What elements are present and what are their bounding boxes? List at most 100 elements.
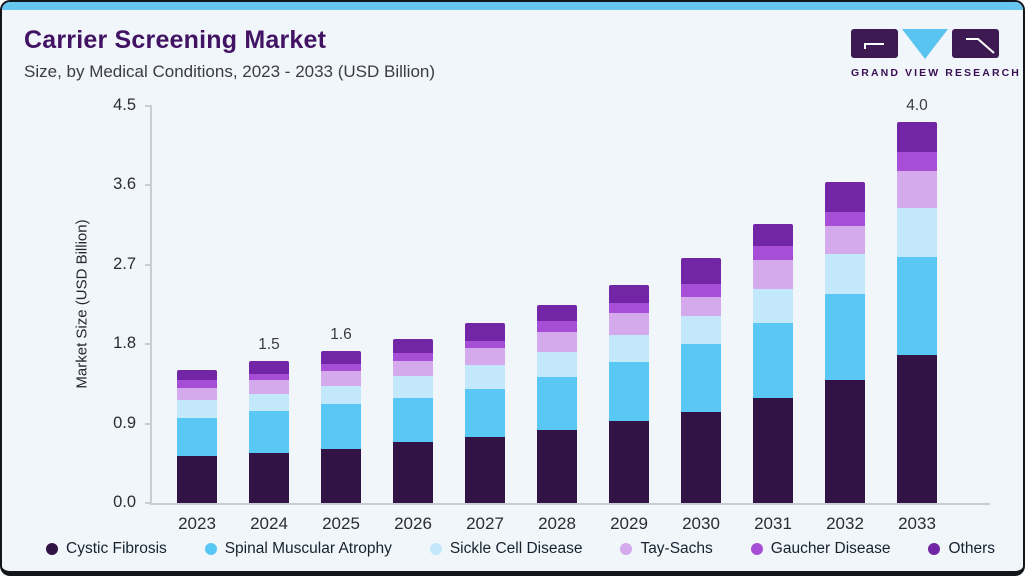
bar-segment [897, 152, 937, 172]
bar-segment [393, 375, 433, 398]
bar-segment [537, 376, 577, 430]
y-tick-label: 0.9 [113, 413, 136, 432]
bar-segment [537, 429, 577, 503]
bar-segment [465, 389, 505, 438]
bar-segment [897, 171, 937, 208]
chart-header: Carrier Screening Market Size, by Medica… [24, 26, 435, 82]
y-axis-title: Market Size (USD Billion) [73, 219, 91, 389]
legend-item: Gaucher Disease [750, 540, 891, 558]
y-tick-mark [145, 502, 152, 504]
bar-segment [321, 364, 361, 371]
x-tick-label: 2029 [610, 514, 648, 533]
bar-segment [177, 388, 217, 401]
bar-segment [249, 380, 289, 394]
bar-segment [897, 122, 937, 153]
bar-segment [753, 223, 793, 246]
y-tick-label: 3.6 [113, 175, 136, 194]
bar-segment [321, 351, 361, 365]
legend-dot-icon [928, 543, 941, 555]
stacked-bar-2029 [609, 284, 649, 503]
bar-segment [249, 373, 289, 381]
bar-segment [465, 348, 505, 366]
bar-segment [321, 386, 361, 405]
legend-item: Spinal Muscular Atrophy [204, 540, 392, 558]
legend-label: Gaucher Disease [770, 540, 891, 557]
x-tick-label: 2023 [178, 514, 216, 533]
x-tick-label: 2025 [322, 514, 360, 533]
x-tick-label: 2033 [898, 514, 936, 533]
stacked-bar-2024: 1.5 [249, 336, 289, 503]
gvr-logo-mark [851, 29, 999, 61]
bar-segment [249, 393, 289, 411]
y-tick-mark [145, 263, 152, 266]
bar-segment [537, 332, 577, 352]
bar-segment [177, 417, 217, 456]
bar-segment [825, 294, 865, 381]
bar-total-label: 1.6 [330, 326, 352, 344]
bar-total-label: 1.5 [258, 336, 280, 354]
bar-segment [321, 448, 361, 503]
bar-segment [249, 410, 289, 453]
bar-segment [897, 354, 937, 503]
bar-segment [681, 315, 721, 345]
bar-segment [753, 289, 793, 323]
y-tick-label: 1.8 [113, 334, 136, 353]
stacked-bar-2023 [177, 370, 217, 503]
stacked-bar-2030 [681, 257, 721, 503]
grand-view-research-logo: GRAND VIEW RESEARCH [851, 29, 1021, 79]
bar-segment [537, 305, 577, 321]
x-tick-label: 2026 [394, 514, 432, 533]
bar-segment [609, 313, 649, 335]
legend-item: Cystic Fibrosis [46, 540, 167, 558]
bar-segment [537, 351, 577, 377]
x-tick-label: 2028 [538, 514, 576, 533]
bar-segment [897, 256, 937, 355]
top-accent-bar [2, 2, 1023, 10]
bar-segment [465, 437, 505, 503]
bar-segment [681, 411, 721, 503]
gvr-logo-wordmark: GRAND VIEW RESEARCH [851, 67, 1021, 79]
legend-dot-icon [750, 543, 763, 555]
legend-dot-icon [46, 543, 58, 555]
bar-segment [249, 361, 289, 374]
page-subtitle: Size, by Medical Conditions, 2023 - 2033… [24, 62, 436, 81]
legend-label: Spinal Muscular Atrophy [224, 540, 392, 557]
y-tick-mark [145, 184, 152, 187]
bar-segment [177, 370, 217, 381]
x-tick-label: 2030 [682, 514, 720, 533]
bar-segment [753, 245, 793, 260]
bar-segment [753, 322, 793, 398]
bar-segment [825, 225, 865, 255]
bar-segment [537, 320, 577, 333]
y-tick-label: 2.7 [113, 254, 136, 273]
stacked-bar-2033: 4.0 [897, 97, 937, 503]
stacked-bar-2025: 1.6 [321, 326, 361, 503]
bar-segment [249, 452, 289, 503]
bar-segment [393, 442, 433, 503]
legend-item: Others [928, 540, 995, 558]
legend-label: Sickle Cell Disease [449, 540, 583, 557]
bar-segment [609, 284, 649, 303]
gvr-logo-v-icon [902, 29, 948, 59]
y-tick-mark [145, 343, 152, 346]
x-tick-label: 2032 [826, 514, 864, 533]
bar-segment [465, 365, 505, 390]
legend-item: Tay-Sachs [620, 540, 713, 558]
bar-total-label: 4.0 [906, 97, 928, 115]
bar-segment [177, 380, 217, 389]
bar-segment [177, 400, 217, 418]
bar-segment [681, 283, 721, 297]
bar-segment [681, 296, 721, 316]
gvr-logo-r-icon [952, 29, 999, 58]
legend-label: Tay-Sachs [640, 540, 713, 557]
page-title: Carrier Screening Market [24, 26, 327, 54]
legend-dot-icon [620, 543, 633, 555]
bar-segment [393, 352, 433, 362]
y-tick-label: 4.5 [113, 96, 136, 114]
bar-segment [321, 370, 361, 387]
bar-segment [393, 397, 433, 443]
bar-segment [177, 455, 217, 503]
bar-segment [825, 181, 865, 213]
y-tick-mark [145, 105, 152, 107]
